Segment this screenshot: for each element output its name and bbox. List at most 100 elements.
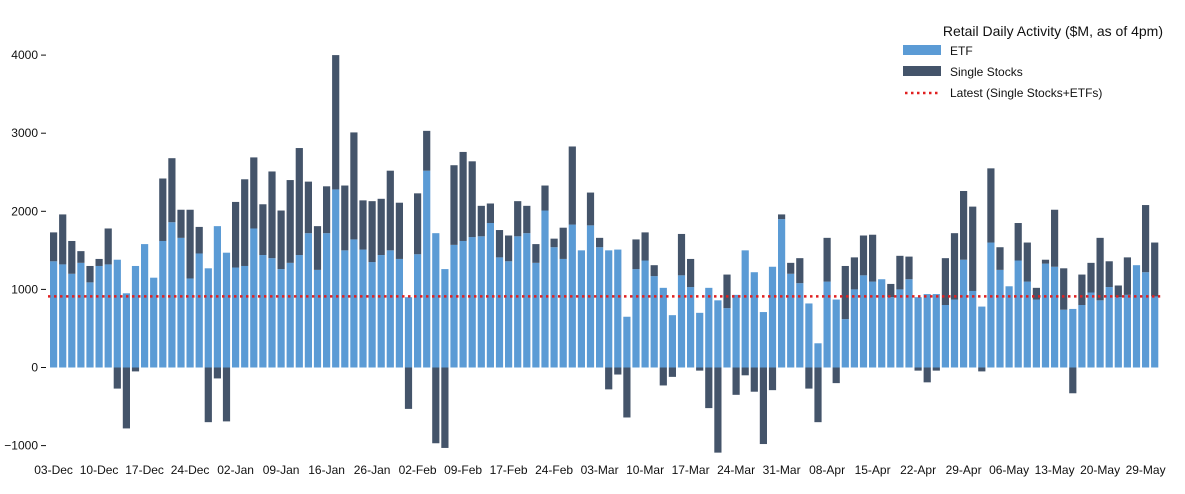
etf-bar <box>1105 287 1113 368</box>
single-stocks-bar <box>550 238 558 248</box>
single-stocks-bar <box>1069 367 1077 394</box>
single-stocks-bar <box>368 201 376 263</box>
etf-bar <box>368 262 376 368</box>
etf-bar <box>1132 265 1141 368</box>
etf-bar <box>86 282 94 368</box>
etf-bar <box>359 249 367 368</box>
etf-bar <box>623 316 631 368</box>
single-stocks-bar <box>905 256 913 280</box>
single-stocks-bar <box>978 367 986 372</box>
single-stocks-bar <box>459 151 467 241</box>
single-stocks-bar <box>859 235 868 276</box>
x-tick-label: 17-Mar <box>672 463 710 477</box>
etf-bar <box>141 244 149 368</box>
etf-bar <box>1041 263 1050 368</box>
single-stocks-bar <box>1023 242 1031 282</box>
single-stocks-bar <box>177 209 185 238</box>
single-stocks-bar <box>168 158 176 223</box>
x-tick-label: 13-May <box>1035 463 1075 477</box>
single-stocks-bar <box>650 265 658 277</box>
etf-bar <box>978 306 986 368</box>
single-stocks-bar <box>887 283 895 298</box>
etf-bar <box>850 289 858 368</box>
single-stocks-bar <box>541 185 549 211</box>
single-stocks-bar <box>969 206 977 291</box>
single-stocks-bar <box>113 367 121 389</box>
etf-bar <box>987 242 995 368</box>
legend-label-single-stocks: Single Stocks <box>950 65 1023 79</box>
etf-bar <box>168 222 176 368</box>
x-tick-label: 31-Mar <box>763 463 801 477</box>
etf-bar <box>150 277 158 368</box>
single-stocks-bar <box>869 234 877 282</box>
etf-bar <box>1051 266 1059 368</box>
single-stocks-bar <box>814 367 822 423</box>
single-stocks-bar <box>450 165 458 245</box>
etf-bar <box>304 233 312 368</box>
single-stocks-bar <box>1105 261 1113 288</box>
etf-bar <box>532 262 540 368</box>
single-stocks-bar <box>159 178 167 241</box>
single-stocks-bar <box>841 265 849 320</box>
etf-bar <box>969 290 977 368</box>
single-stocks-bar <box>623 367 631 418</box>
etf-bar <box>723 308 731 368</box>
etf-bar <box>323 233 331 368</box>
x-tick-label: 16-Jan <box>308 463 345 477</box>
bars-layer <box>50 55 1159 453</box>
etf-bar <box>941 305 949 368</box>
legend-swatch-etf <box>903 45 941 55</box>
etf-bar <box>1151 296 1159 368</box>
x-tick-label: 10-Mar <box>626 463 664 477</box>
legend: Retail Daily Activity ($M, as of 4pm) ET… <box>903 23 1163 100</box>
single-stocks-bar <box>1032 287 1040 300</box>
x-tick-label: 29-May <box>1126 463 1166 477</box>
etf-bar <box>741 250 749 368</box>
single-stocks-bar <box>332 55 340 190</box>
single-stocks-bar <box>477 205 485 237</box>
single-stocks-bar <box>723 274 731 309</box>
etf-bar <box>696 312 704 368</box>
single-stocks-bar <box>586 192 595 226</box>
single-stocks-bar <box>286 180 294 263</box>
etf-bar <box>677 275 686 368</box>
legend-label-latest: Latest (Single Stocks+ETFs) <box>950 86 1102 100</box>
etf-bar <box>386 250 394 368</box>
etf-bar <box>159 240 167 368</box>
single-stocks-bar <box>486 203 494 224</box>
x-tick-label: 17-Feb <box>490 463 528 477</box>
etf-bar <box>787 273 795 368</box>
etf-bar <box>1114 297 1122 368</box>
etf-bar <box>705 287 713 368</box>
single-stocks-bar <box>77 251 85 263</box>
etf-bar <box>732 294 740 368</box>
single-stocks-bar <box>195 226 203 254</box>
x-tick-label: 03-Dec <box>34 463 73 477</box>
etf-bar <box>131 265 140 368</box>
single-stocks-bar <box>250 157 258 229</box>
x-tick-label: 03-Mar <box>581 463 619 477</box>
etf-bar <box>395 258 403 368</box>
single-stocks-bar <box>1114 285 1122 298</box>
single-stocks-bar <box>759 367 767 445</box>
single-stocks-bar <box>914 367 922 371</box>
x-tick-label: 24-Mar <box>717 463 755 477</box>
single-stocks-bar <box>960 190 968 260</box>
etf-bar <box>768 266 777 368</box>
single-stocks-bar <box>641 232 649 261</box>
single-stocks-bar <box>432 367 440 444</box>
single-stocks-bar <box>823 237 831 282</box>
single-stocks-bar <box>632 239 640 270</box>
single-stocks-bar <box>950 233 959 300</box>
etf-bar <box>177 237 185 368</box>
etf-bar <box>932 294 940 368</box>
single-stocks-bar <box>104 228 112 265</box>
etf-bar <box>350 239 358 368</box>
etf-bar <box>577 250 585 368</box>
single-stocks-bar <box>313 226 322 270</box>
etf-bar <box>1032 299 1040 368</box>
etf-bar <box>632 269 640 368</box>
etf-bar <box>259 255 267 368</box>
x-tick-label: 02-Feb <box>399 463 437 477</box>
etf-bar <box>841 319 849 368</box>
